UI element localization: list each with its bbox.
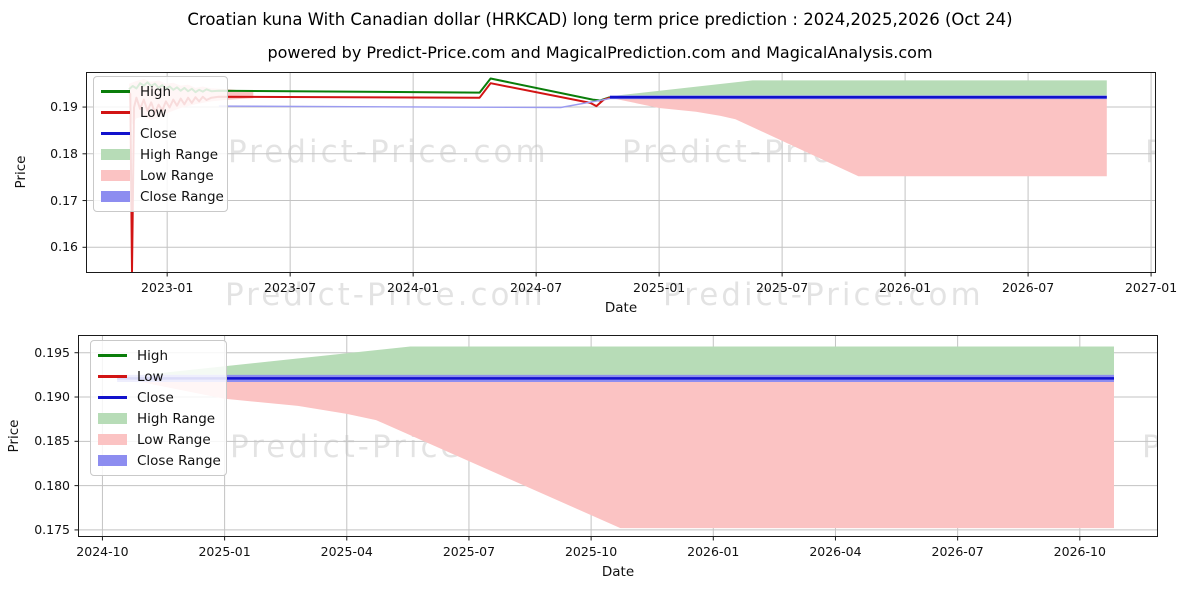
low-range-band xyxy=(126,378,1114,529)
legend-patch-swatch xyxy=(101,170,130,181)
x-tick-label: 2024-07 xyxy=(510,280,563,295)
plot-area xyxy=(82,72,1156,277)
high-line xyxy=(128,77,611,102)
x-axis-label: Date xyxy=(601,564,635,580)
x-tick-label: 2024-10 xyxy=(76,544,129,559)
legend-label: Close xyxy=(140,125,177,142)
x-tick-label: 2026-04 xyxy=(809,544,862,559)
legend-patch-swatch xyxy=(98,413,127,424)
legend-label: High xyxy=(140,83,172,100)
high-range-band xyxy=(126,346,1114,379)
legend-item-close: Close xyxy=(101,123,217,144)
x-tick-label: 2025-10 xyxy=(564,544,618,559)
x-tick-label: 2026-01 xyxy=(878,280,932,295)
legend-label: Low Range xyxy=(140,167,214,184)
legend-patch-swatch xyxy=(101,149,130,160)
x-tick-label: 2026-01 xyxy=(687,544,740,559)
legend-line-swatch xyxy=(98,354,127,357)
legend-item-low: Low xyxy=(98,366,216,387)
legend-item-high: High xyxy=(101,81,217,102)
low-range-band xyxy=(609,97,1107,177)
legend-item-high-range: High Range xyxy=(101,144,219,165)
legend-item-high-range: High Range xyxy=(98,408,216,429)
legend: High Low Close High Range Low Range Close Ran… xyxy=(90,340,227,476)
watermark-text: Predict-Price.com xyxy=(622,134,943,170)
x-tick-label: 2027-01 xyxy=(1124,280,1178,295)
close-range-band xyxy=(117,374,1115,382)
x-tick-label: 2023-07 xyxy=(264,280,317,295)
legend-label: High xyxy=(137,347,169,364)
y-tick-label: 0.16 xyxy=(50,239,78,255)
y-tick-label: 0.175 xyxy=(34,521,70,537)
plot-border xyxy=(86,72,1156,273)
legend-patch-swatch xyxy=(101,191,130,202)
close-range-band xyxy=(609,95,1107,100)
y-tick-label: 0.180 xyxy=(34,477,70,493)
x-tick-label: 2026-07 xyxy=(1001,280,1055,295)
x-tick-label: 2024-01 xyxy=(387,280,440,295)
legend-label: Close xyxy=(137,389,174,406)
x-tick-label: 2026-10 xyxy=(1053,544,1106,559)
watermark-text: Predict-Price.com xyxy=(1142,429,1158,465)
y-tick-label: 0.190 xyxy=(34,389,70,405)
legend: High Low Close High Range Low Range Close Ran… xyxy=(93,76,228,212)
x-tick-label: 2025-01 xyxy=(198,544,251,559)
legend-label: Low Range xyxy=(137,431,211,448)
y-tick-label: 0.185 xyxy=(34,433,70,449)
history-range-band xyxy=(129,79,254,125)
legend-label: Low xyxy=(137,368,164,385)
plot-border xyxy=(78,335,1158,537)
watermark-clip: Predict-Price.com Predict-Price.com Predic… xyxy=(78,335,1158,537)
y-tick-label: 0.19 xyxy=(50,99,78,115)
y-axis-label: Price xyxy=(6,419,22,453)
legend-item-close-range: Close Range xyxy=(101,186,224,207)
legend-label: High Range xyxy=(137,410,216,427)
watermark-text: Predict-Price.com xyxy=(228,134,549,170)
legend-label: Close Range xyxy=(137,452,221,469)
x-tick-label: 2025-07 xyxy=(755,280,809,295)
legend-patch-swatch xyxy=(98,455,127,466)
y-axis-label: Price xyxy=(13,155,29,189)
high-range-band xyxy=(609,80,1107,98)
y-tick-label: 0.195 xyxy=(34,344,70,360)
legend-item-low-range: Low Range xyxy=(101,165,217,186)
legend-item-low: Low xyxy=(101,102,217,123)
x-axis-label: Date xyxy=(604,300,638,316)
legend-line-swatch xyxy=(101,132,130,135)
plot-area xyxy=(74,335,1158,541)
x-tick-label: 2025-07 xyxy=(442,544,496,559)
watermark-text: Predict-Price.com xyxy=(622,429,943,465)
legend-line-swatch xyxy=(101,90,130,93)
watermark-text: Predict-Price.com xyxy=(230,429,551,465)
chart-subtitle: powered by Predict-Price.com and Magical… xyxy=(267,43,933,62)
watermark-clip: Predict-Price.com Predict-Price.com Predic… xyxy=(86,72,1156,318)
legend-line-swatch xyxy=(98,396,127,399)
legend-item-close: Close xyxy=(98,387,216,408)
legend-line-swatch xyxy=(101,111,130,114)
legend-item-low-range: Low Range xyxy=(98,429,216,450)
x-tick-label: 2025-04 xyxy=(320,544,373,559)
watermark-text: Predict-Price.com xyxy=(225,277,546,313)
x-tick-label: 2026-07 xyxy=(931,544,984,559)
legend-label: High Range xyxy=(140,146,219,163)
legend-item-high: High xyxy=(98,345,216,366)
watermark-text: Predict-Price.com xyxy=(1145,134,1156,170)
legend-item-close-range: Close Range xyxy=(98,450,221,471)
x-tick-label: 2023-01 xyxy=(141,280,194,295)
legend-patch-swatch xyxy=(98,434,127,445)
chart-title: Croatian kuna With Canadian dollar (HRKC… xyxy=(187,10,1013,29)
legend-label: Low xyxy=(140,104,167,121)
legend-line-swatch xyxy=(98,375,127,378)
x-tick-label: 2025-01 xyxy=(633,280,686,295)
legend-label: Close Range xyxy=(140,188,224,205)
low-line xyxy=(128,82,611,273)
watermark-text: Predict-Price.com xyxy=(663,277,984,313)
history-close-line xyxy=(218,97,611,109)
y-tick-label: 0.17 xyxy=(50,192,78,208)
y-tick-label: 0.18 xyxy=(50,145,78,161)
